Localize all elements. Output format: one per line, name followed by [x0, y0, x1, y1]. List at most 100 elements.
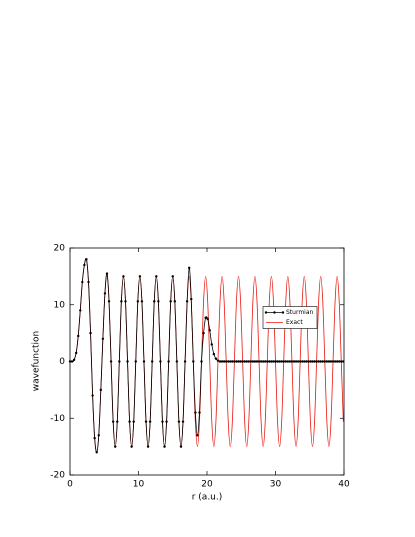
x-tick-label: 10: [133, 480, 145, 490]
data-point: [173, 300, 177, 303]
data-point: [340, 360, 343, 363]
data-point: [241, 360, 244, 363]
data-point: [280, 360, 283, 363]
data-point: [294, 360, 298, 363]
data-point: [307, 360, 310, 363]
data-point: [338, 360, 341, 363]
data-point: [198, 411, 201, 414]
data-point: [212, 352, 216, 356]
data-point: [278, 360, 281, 363]
data-point: [118, 360, 121, 363]
data-point: [216, 359, 220, 362]
data-point: [266, 360, 269, 363]
data-point: [128, 420, 131, 423]
data-point: [155, 275, 158, 278]
data-point: [301, 360, 304, 363]
y-tick-label: 20: [54, 244, 66, 254]
data-point: [255, 360, 259, 363]
data-point: [204, 316, 207, 320]
data-point: [245, 360, 248, 363]
legend-marker: [264, 311, 268, 314]
data-point: [85, 258, 88, 261]
data-point: [142, 360, 146, 363]
data-point: [323, 360, 327, 363]
data-point: [270, 360, 273, 363]
data-point: [284, 360, 287, 363]
data-point: [187, 266, 191, 270]
data-point: [333, 360, 337, 363]
data-point: [264, 360, 267, 363]
data-point: [136, 300, 140, 303]
data-point: [224, 360, 228, 363]
data-point: [325, 360, 329, 363]
data-point: [144, 420, 148, 423]
data-point: [114, 445, 117, 448]
data-point: [229, 360, 232, 363]
data-point: [261, 360, 265, 363]
data-point: [111, 420, 115, 423]
data-point: [315, 360, 318, 363]
data-point: [140, 300, 144, 303]
data-point: [303, 360, 306, 363]
data-point: [313, 360, 316, 363]
x-tick-label: 0: [67, 480, 73, 490]
data-point: [292, 360, 296, 363]
data-point: [107, 300, 111, 303]
data-point: [319, 360, 322, 363]
data-point: [331, 360, 335, 363]
data-point: [72, 358, 76, 361]
data-point: [109, 360, 113, 363]
data-point: [214, 357, 218, 360]
data-point: [148, 420, 152, 423]
data-point: [202, 331, 205, 335]
x-tick-label: 40: [338, 480, 350, 490]
data-point: [200, 360, 203, 363]
data-point: [274, 360, 277, 363]
data-point: [296, 360, 300, 363]
data-point: [132, 420, 135, 423]
data-point: [210, 343, 213, 346]
data-point: [309, 360, 312, 363]
data-point: [305, 360, 308, 363]
data-point: [196, 434, 199, 437]
y-axis-label: wavefunction: [32, 331, 42, 392]
data-point: [74, 351, 78, 355]
data-point: [206, 317, 209, 321]
data-point: [70, 360, 74, 363]
data-point: [243, 360, 246, 363]
legend-label: Exact: [286, 319, 303, 326]
data-point: [237, 360, 240, 363]
data-point: [97, 434, 100, 437]
data-point: [251, 360, 255, 363]
data-point: [194, 411, 197, 414]
data-point: [233, 360, 236, 363]
y-tick-label: 10: [54, 300, 66, 310]
data-point: [124, 300, 127, 303]
legend-marker: [281, 311, 285, 314]
data-point: [151, 360, 154, 363]
data-point: [239, 360, 242, 363]
data-point: [253, 360, 257, 363]
data-point: [276, 360, 279, 363]
data-point: [103, 292, 107, 295]
data-point: [99, 388, 103, 392]
data-point: [171, 275, 174, 278]
data-point: [101, 337, 105, 340]
data-point: [288, 360, 292, 363]
data-point: [220, 360, 224, 363]
x-tick-label: 30: [270, 480, 282, 490]
data-point: [290, 360, 294, 363]
data-point: [116, 420, 119, 423]
data-point: [95, 451, 98, 454]
data-point: [165, 420, 168, 423]
y-tick-label: 0: [59, 357, 65, 367]
data-point: [249, 360, 253, 363]
data-point: [177, 420, 181, 423]
data-point: [282, 360, 285, 363]
x-tick-label: 20: [201, 480, 213, 490]
data-point: [89, 331, 92, 335]
data-point: [122, 275, 125, 278]
data-point: [192, 360, 195, 363]
data-point: [138, 275, 142, 278]
